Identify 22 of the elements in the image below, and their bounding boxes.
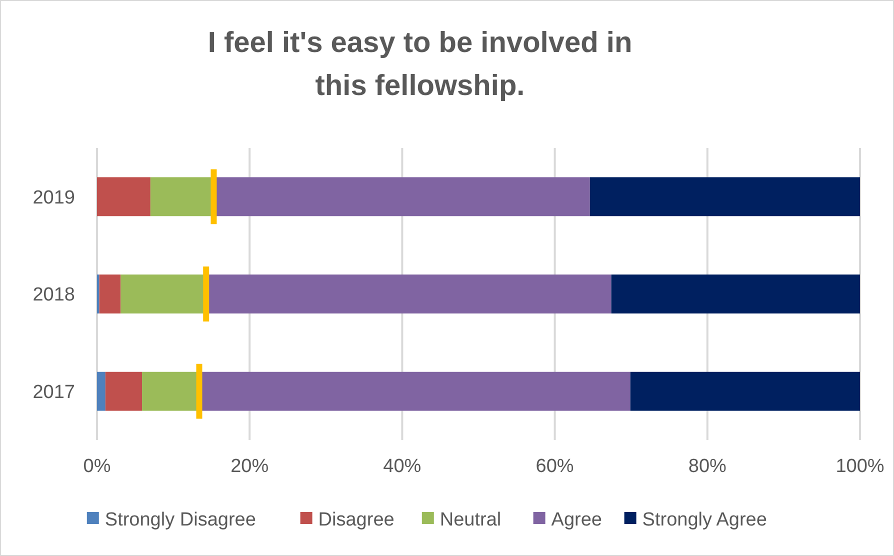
bar (590, 177, 860, 216)
bar (97, 177, 150, 216)
bar (97, 372, 106, 411)
x-tick-label: 40% (383, 456, 422, 477)
bar (105, 372, 142, 411)
legend-label: Strongly Disagree (104, 510, 256, 531)
y-tick-label: 2017 (32, 382, 75, 403)
legend-label: Agree (551, 510, 602, 531)
x-tick-label: 60% (536, 456, 574, 477)
x-tick-label: 20% (230, 456, 269, 477)
x-tick-label: 80% (688, 456, 727, 477)
x-tick-label: 0% (83, 456, 111, 477)
bar (99, 274, 121, 314)
bar (630, 372, 860, 411)
legend-label: Neutral (440, 510, 502, 531)
x-tick-label: 100% (836, 456, 884, 477)
legend-label: Disagree (318, 510, 394, 531)
bar (611, 274, 860, 314)
chart-title: I feel it's easy to be involved in this fellowship. (208, 27, 632, 102)
legend-label: Strongly Agree (642, 510, 767, 531)
y-tick-label: 2019 (32, 187, 75, 208)
y-tick-label: 2018 (32, 284, 75, 306)
